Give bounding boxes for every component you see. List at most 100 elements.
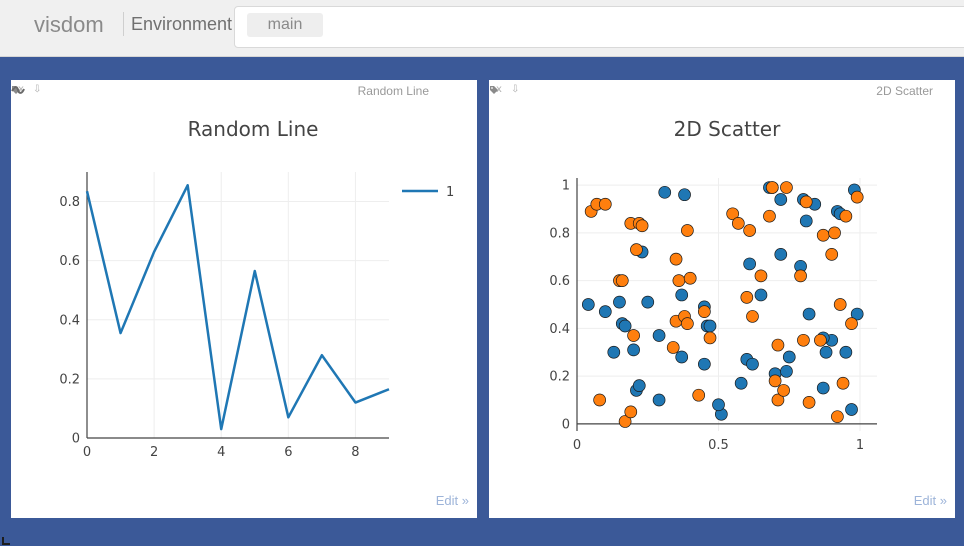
scatter-point-series2 xyxy=(740,290,754,304)
download-icon[interactable]: ⇩ xyxy=(33,84,42,95)
scatter-point-series2 xyxy=(765,181,779,194)
y-tick-label: 0 xyxy=(562,417,570,432)
scatter-point-series1 xyxy=(743,257,756,271)
scatter-point-series2 xyxy=(615,274,629,287)
scatter-point-series2 xyxy=(828,226,841,240)
scatter-point-series1 xyxy=(598,305,612,319)
tag-icon[interactable] xyxy=(489,85,499,95)
line-chart: Random Line 0 2 4 6 8 0 0.2 0.4 0.6 0.8 1 xyxy=(59,117,454,460)
scatter-point-series2 xyxy=(692,388,706,402)
scatter-point-series2 xyxy=(816,228,830,242)
scatter-point-series2 xyxy=(845,317,858,330)
scatter-point-series2 xyxy=(635,219,649,233)
scatter-point-series1 xyxy=(782,350,796,364)
x-tick-label: 0 xyxy=(573,438,581,453)
scatter-point-series2 xyxy=(797,333,810,347)
chart-title: 2D Scatter xyxy=(674,117,781,141)
scatter-point-series1 xyxy=(618,319,632,333)
scatter-point-series2 xyxy=(681,224,694,237)
x-tick-label: 0.5 xyxy=(708,438,729,453)
environment-label: Environment xyxy=(131,14,233,34)
scatter-point-series1 xyxy=(678,188,691,202)
scatter-point-series2 xyxy=(836,376,850,390)
resize-handle[interactable] xyxy=(2,537,10,545)
scatter-point-series2 xyxy=(780,181,793,194)
environment-tag-main[interactable]: main xyxy=(247,13,323,37)
scatter-point-series1 xyxy=(703,319,717,333)
x-tick-label: 2 xyxy=(150,445,158,460)
scatter-point-series2 xyxy=(754,269,768,283)
scatter-point-series2 xyxy=(833,298,847,311)
scatter-point-series2 xyxy=(703,331,717,345)
scatter-point-series2 xyxy=(799,195,813,209)
y-tick-label: 0 xyxy=(72,432,80,447)
scatter-point-series1 xyxy=(754,288,768,302)
scatter-point-series1 xyxy=(774,248,788,261)
environment-selector[interactable]: main xyxy=(234,6,964,48)
scatter-point-series1 xyxy=(845,403,858,416)
scatter-point-series2 xyxy=(794,269,807,283)
y-tick-label: 0.4 xyxy=(549,322,570,337)
scatter-point-series1 xyxy=(652,393,666,407)
close-pane-button[interactable]: x xyxy=(18,84,24,95)
y-tick-label: 0.8 xyxy=(549,226,570,241)
legend-label: 1 xyxy=(446,185,454,200)
scatter-point-series2 xyxy=(627,329,640,342)
edit-link[interactable]: Edit » xyxy=(435,493,469,508)
scatter-point-series1 xyxy=(658,185,672,199)
scatter-point-series1 xyxy=(774,193,788,206)
scatter-point-series2 xyxy=(839,209,853,223)
scatter-point-series1 xyxy=(652,329,666,342)
scatter-point-series2 xyxy=(771,338,785,352)
scatter-point-series2 xyxy=(669,252,683,266)
scatter-point-series2 xyxy=(598,197,612,211)
smooth-icon[interactable] xyxy=(11,85,25,95)
pane-random-line[interactable]: x ⇩ Random Line Random Line 0 2 4 6 8 0 0.2 0.4 0… xyxy=(11,80,477,518)
scatter-point-series2 xyxy=(618,415,632,428)
pane-title: Random Line xyxy=(357,84,429,98)
scatter-point-series2 xyxy=(593,393,606,407)
scatter-point-series2 xyxy=(624,405,638,419)
series-line-1 xyxy=(85,184,390,431)
x-tick-label: 1 xyxy=(856,438,864,453)
app-logo[interactable]: visdom xyxy=(34,12,104,37)
scatter-point-series1 xyxy=(632,379,646,393)
scatter-point-series2 xyxy=(763,209,776,223)
close-pane-button[interactable]: x xyxy=(496,84,502,95)
scatter-point-series1 xyxy=(734,376,748,390)
scatter-point-series1 xyxy=(819,345,833,359)
scatter-point-series2 xyxy=(768,374,782,388)
scatter-point-series2 xyxy=(681,317,694,330)
scatter-point-series1 xyxy=(839,345,853,359)
scatter-point-series1 xyxy=(613,295,626,309)
scatter-point-series2 xyxy=(666,341,680,354)
scatter-point-series1 xyxy=(607,345,621,359)
scatter-point-series1 xyxy=(712,398,725,412)
scatter-point-series2 xyxy=(814,333,827,347)
scatter-point-series1 xyxy=(850,307,864,321)
scatter-point-series2 xyxy=(698,305,711,319)
x-tick-label: 0 xyxy=(83,445,91,460)
x-tick-label: 4 xyxy=(217,445,225,460)
pane-title: 2D Scatter xyxy=(876,84,933,98)
scatter-point-series2 xyxy=(743,224,756,237)
pane-2d-scatter[interactable]: x ⇩ 2D Scatter 2D Scatter 0 0.5 1 0 0.2 0.4 0.6… xyxy=(489,80,955,518)
scatter-point-series2 xyxy=(731,216,745,230)
scatter-point-series2 xyxy=(802,396,816,409)
scatter-point-series2 xyxy=(672,274,686,287)
divider xyxy=(123,12,124,36)
scatter-point-series1 xyxy=(780,364,793,378)
scatter-point-series1 xyxy=(641,295,655,309)
scatter-point-series1 xyxy=(746,357,759,371)
download-icon[interactable]: ⇩ xyxy=(511,84,520,95)
x-tick-label: 6 xyxy=(284,445,292,460)
scatter-point-series2 xyxy=(831,410,844,424)
y-tick-label: 0.2 xyxy=(549,370,570,385)
scatter-point-series1 xyxy=(675,350,689,364)
edit-link[interactable]: Edit » xyxy=(913,493,947,508)
y-tick-label: 0.6 xyxy=(549,274,570,289)
scatter-point-series2 xyxy=(825,248,839,261)
scatter-point-series2 xyxy=(683,271,697,285)
scatter-chart: 2D Scatter 0 0.5 1 0 0.2 0.4 0.6 0.8 1 xyxy=(549,117,877,453)
scatter-point-series1 xyxy=(802,307,816,321)
